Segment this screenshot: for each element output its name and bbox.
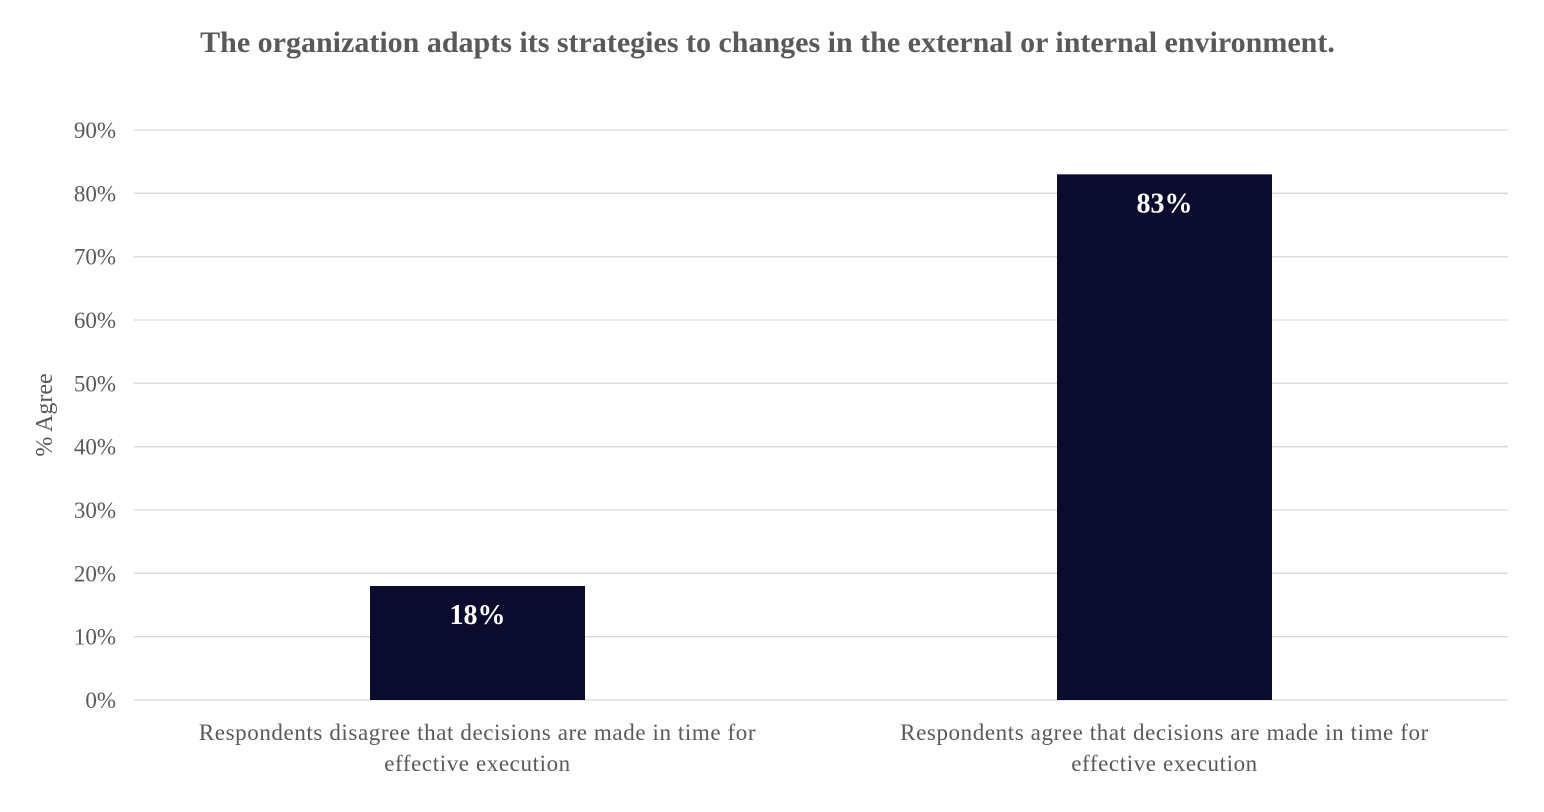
bar bbox=[370, 586, 585, 700]
y-tick-label: 20% bbox=[74, 561, 116, 586]
bars: 18% 83% bbox=[370, 174, 1272, 701]
y-axis-ticks: 0% 10% 20% 30% 40% 50% 60% 70% 80% 90% bbox=[74, 118, 116, 713]
x-tick-label: Respondents disagree that decisions are … bbox=[199, 720, 756, 776]
data-label: 83% bbox=[1137, 188, 1193, 219]
y-tick-label: 60% bbox=[74, 308, 116, 333]
y-axis-label: % Agree bbox=[32, 373, 58, 456]
y-tick-label: 50% bbox=[74, 371, 116, 396]
x-axis-ticks: Respondents disagree that decisions are … bbox=[199, 720, 1429, 776]
y-tick-label: 90% bbox=[74, 118, 116, 143]
y-tick-label: 10% bbox=[74, 625, 116, 650]
data-label: 18% bbox=[450, 600, 506, 631]
y-tick-label: 80% bbox=[74, 181, 116, 206]
x-tick-label: Respondents agree that decisions are mad… bbox=[900, 720, 1429, 776]
y-tick-label: 40% bbox=[74, 435, 116, 460]
y-tick-label: 70% bbox=[74, 245, 116, 270]
y-tick-label: 30% bbox=[74, 498, 116, 523]
y-tick-label: 0% bbox=[85, 688, 116, 713]
bar bbox=[1057, 174, 1272, 701]
gridlines bbox=[134, 129, 1508, 701]
chart-title: The organization adapts its strategies t… bbox=[200, 26, 1335, 59]
